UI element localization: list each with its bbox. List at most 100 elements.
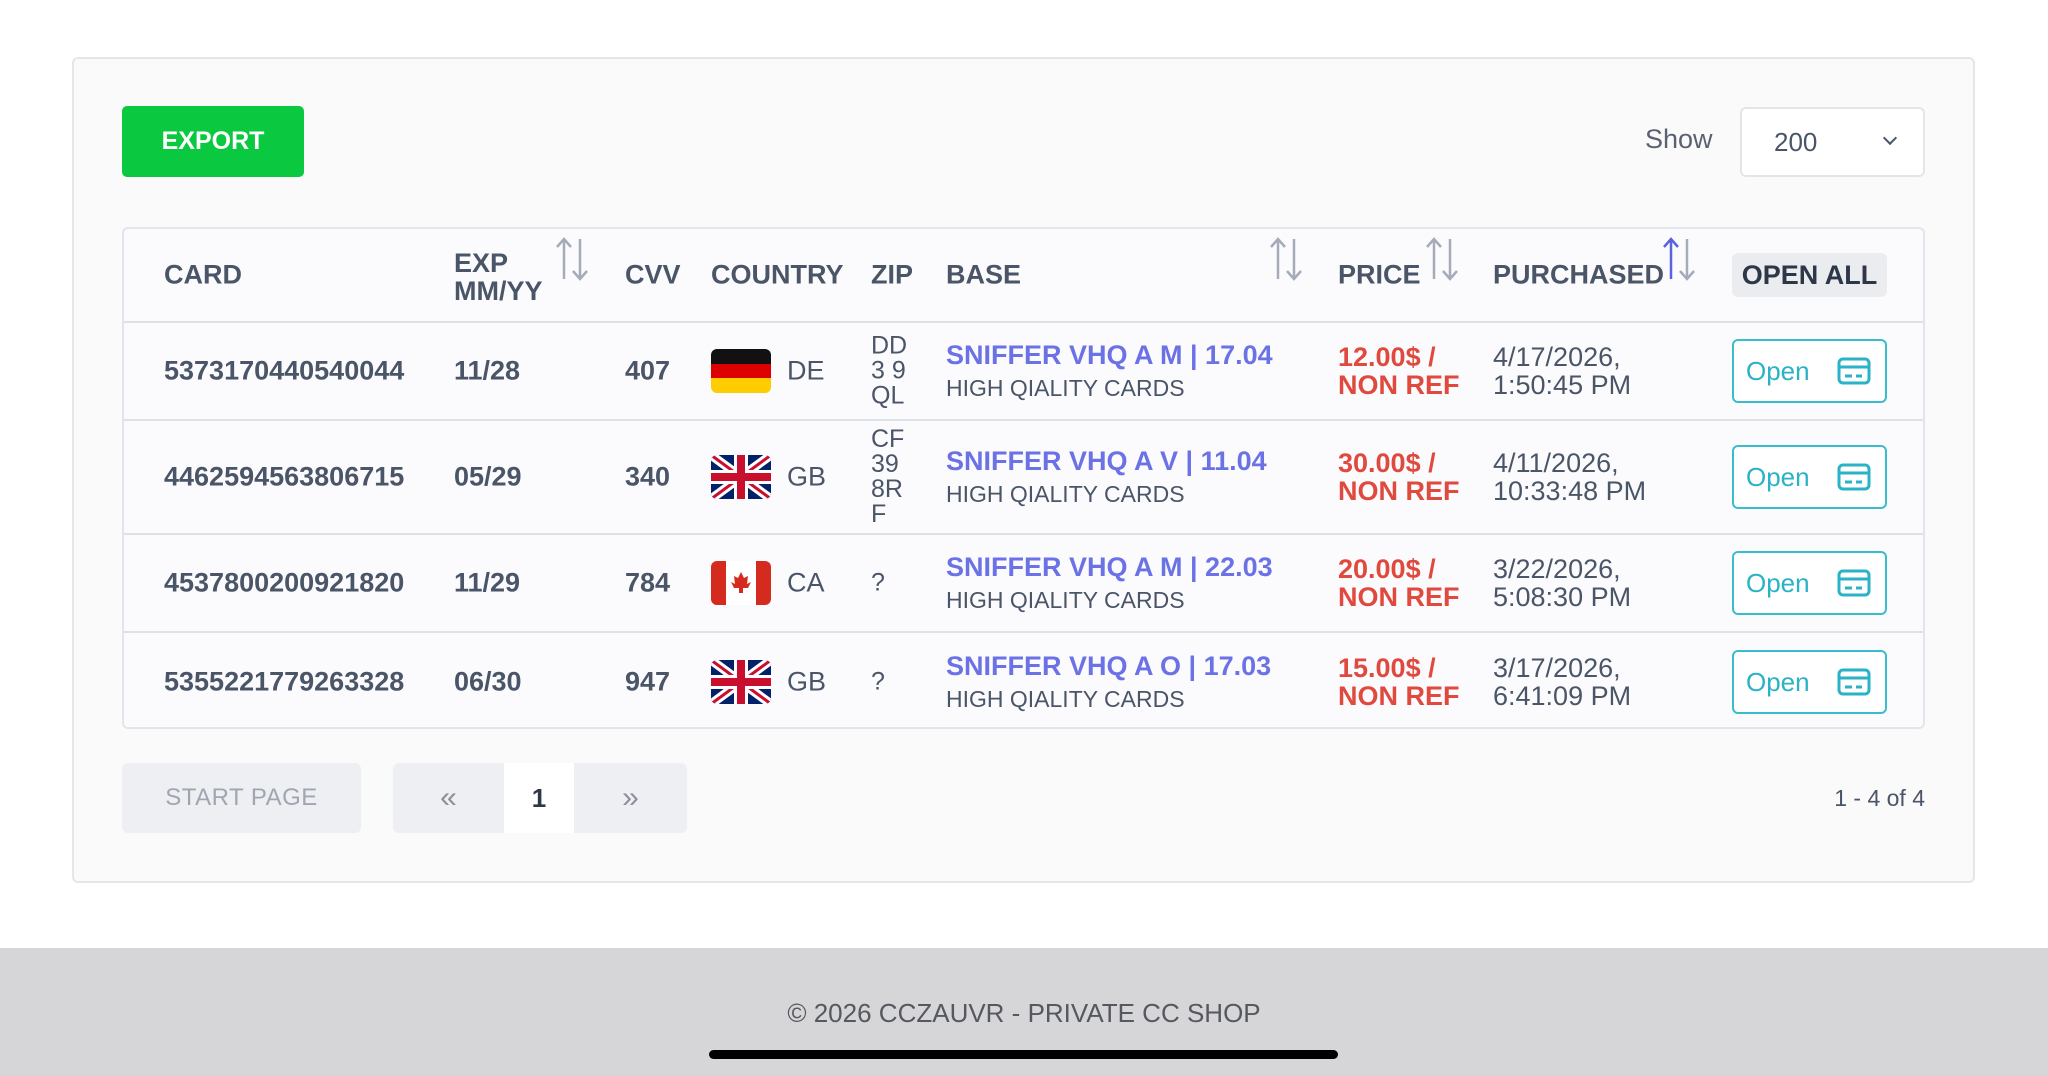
zip-part: QL (871, 381, 905, 410)
page-size-value: 200 (1774, 126, 1818, 157)
purchased-at: 4/17/2026, 1:50:45 PM (1493, 343, 1631, 399)
open-all-button[interactable]: OPEN ALL (1732, 253, 1887, 297)
home-indicator[interactable] (709, 1050, 1338, 1059)
header-card: CARD (164, 259, 242, 290)
open-label: Open (1746, 355, 1810, 386)
card-cvv: 947 (625, 666, 671, 697)
table-header: CARD EXP MM/YY CVV COUNTRY ZIP BASE PRICE… (124, 229, 1923, 323)
zip-part: ? (871, 568, 885, 597)
footer-text: © 2026 CCZAUVR - PRIVATE CC SHOP (787, 998, 1261, 1028)
base-link[interactable]: SNIFFER VHQ A M | 17.04 (946, 340, 1273, 370)
purchase-date: 4/17/2026, (1493, 342, 1621, 372)
credit-card-icon (1837, 463, 1871, 491)
zip-code: CF 39 8R F (871, 427, 904, 527)
header-exp-line1: EXP (454, 248, 509, 278)
purchase-time: 6:41:09 PM (1493, 681, 1632, 711)
purchased-at: 3/22/2026, 5:08:30 PM (1493, 555, 1631, 611)
purchase-date: 3/22/2026, (1493, 554, 1621, 584)
price-note: NON REF (1338, 476, 1460, 506)
card-number: 5373170440540044 (164, 355, 405, 386)
open-card-button[interactable]: Open (1732, 445, 1887, 509)
base-link[interactable]: SNIFFER VHQ A V | 11.04 (946, 446, 1267, 476)
prev-page-button[interactable]: « (440, 781, 457, 814)
card-exp: 06/30 (454, 666, 522, 697)
zip-part: 39 (871, 450, 899, 478)
export-button[interactable]: EXPORT (122, 106, 304, 177)
open-label: Open (1746, 567, 1810, 598)
purchase-date: 3/17/2026, (1493, 653, 1621, 683)
page-1-button[interactable]: 1 (504, 763, 574, 833)
price-value: 30.00$ / (1338, 448, 1436, 478)
card-cvv: 407 (625, 355, 671, 386)
header-zip: ZIP (871, 259, 914, 290)
credit-card-icon (1837, 569, 1871, 597)
open-card-button[interactable]: Open (1732, 339, 1887, 403)
zip-part: DD (871, 331, 908, 360)
next-page-button[interactable]: » (622, 781, 639, 814)
open-card-button[interactable]: Open (1732, 650, 1887, 714)
base-cell: SNIFFER VHQ A O | 17.03 HIGH QIALITY CARD… (946, 651, 1271, 713)
zip-part: 8R (871, 475, 903, 503)
open-label: Open (1746, 666, 1810, 697)
purchased-at: 3/17/2026, 6:41:09 PM (1493, 654, 1631, 710)
chevron-down-icon (1882, 130, 1898, 146)
zip-code: ? (871, 568, 885, 597)
zip-code: DD 3 9 QL (871, 331, 908, 410)
card-exp: 11/28 (454, 355, 521, 386)
table-row: 5373170440540044 11/28 407 DE DD 3 9 QL SN… (124, 323, 1923, 421)
header-price[interactable]: PRICE (1338, 259, 1421, 290)
page-size-select[interactable]: 200 (1740, 107, 1925, 177)
base-subtitle: HIGH QIALITY CARDS (946, 481, 1185, 507)
purchase-date: 4/11/2026, (1493, 448, 1619, 478)
table-row: 4462594563806715 05/29 340 GB CF 39 8R F SN… (124, 421, 1923, 535)
credit-card-icon (1837, 357, 1871, 385)
flag-gb-icon (711, 455, 771, 499)
base-cell: SNIFFER VHQ A M | 22.03 HIGH QIALITY CARD… (946, 552, 1273, 614)
credit-card-icon (1837, 668, 1871, 696)
base-link[interactable]: SNIFFER VHQ A O | 17.03 (946, 651, 1272, 681)
card-exp: 11/29 (454, 567, 521, 598)
price: 15.00$ / NON REF (1338, 654, 1460, 710)
header-exp[interactable]: EXP MM/YY (454, 249, 543, 305)
sort-icon[interactable] (1266, 235, 1306, 283)
country-code: CA (787, 567, 825, 598)
sort-icon[interactable] (552, 235, 592, 283)
card-cvv: 340 (625, 461, 671, 492)
header-cvv: CVV (625, 259, 681, 290)
purchased-at: 4/11/2026, 10:33:48 PM (1493, 449, 1646, 505)
start-page-button[interactable]: START PAGE (122, 763, 361, 833)
base-subtitle: HIGH QIALITY CARDS (946, 587, 1185, 613)
flag-gb-icon (711, 660, 771, 704)
price: 12.00$ / NON REF (1338, 343, 1460, 399)
base-cell: SNIFFER VHQ A M | 17.04 HIGH QIALITY CARD… (946, 340, 1273, 402)
price-note: NON REF (1338, 681, 1460, 711)
card-number: 4462594563806715 (164, 461, 405, 492)
sort-icon[interactable] (1422, 235, 1462, 283)
cards-table: CARD EXP MM/YY CVV COUNTRY ZIP BASE PRICE… (122, 227, 1925, 729)
sort-active-icon[interactable] (1659, 235, 1699, 283)
open-label: Open (1746, 461, 1810, 492)
purchase-time: 10:33:48 PM (1493, 476, 1647, 506)
price-value: 12.00$ / (1338, 342, 1436, 372)
price: 30.00$ / NON REF (1338, 449, 1460, 505)
price-note: NON REF (1338, 370, 1460, 400)
header-purchased[interactable]: PURCHASED (1493, 259, 1665, 290)
purchase-time: 5:08:30 PM (1493, 582, 1632, 612)
header-exp-line2: MM/YY (454, 276, 543, 306)
zip-code: ? (871, 669, 885, 695)
country-code: DE (787, 355, 825, 386)
card-cvv: 784 (625, 567, 671, 598)
base-subtitle: HIGH QIALITY CARDS (946, 375, 1185, 401)
base-subtitle: HIGH QIALITY CARDS (946, 686, 1185, 712)
price-note: NON REF (1338, 582, 1460, 612)
country-code: GB (787, 461, 827, 492)
card-number: 4537800200921820 (164, 567, 405, 598)
card-number: 5355221779263328 (164, 666, 405, 697)
base-cell: SNIFFER VHQ A V | 11.04 HIGH QIALITY CARD… (946, 446, 1267, 508)
purchase-time: 1:50:45 PM (1493, 370, 1632, 400)
open-card-button[interactable]: Open (1732, 551, 1887, 615)
base-link[interactable]: SNIFFER VHQ A M | 22.03 (946, 552, 1273, 582)
zip-part: CF (871, 425, 905, 453)
header-country: COUNTRY (711, 259, 844, 290)
price-value: 20.00$ / (1338, 554, 1436, 584)
